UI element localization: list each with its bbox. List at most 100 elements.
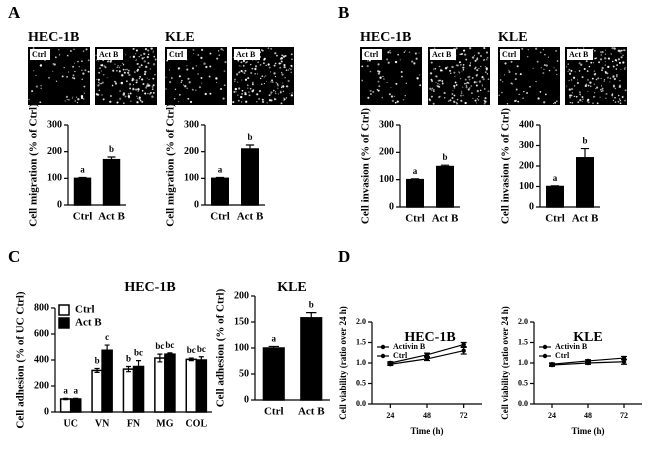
cell-dot <box>366 65 369 68</box>
cell-dot <box>177 67 181 70</box>
image-label: Act B <box>432 50 452 59</box>
cell-dot <box>137 88 140 91</box>
cell-dot <box>542 49 545 51</box>
x-tick-label: MG <box>156 418 173 429</box>
cell-dot <box>469 62 472 64</box>
cell-dot <box>131 79 134 82</box>
legend-label: Activin B <box>393 342 426 351</box>
cell-dot <box>280 90 282 92</box>
cell-dot <box>277 93 279 95</box>
cell-dot <box>578 62 581 65</box>
cell-dot <box>434 47 436 49</box>
cell-dot <box>610 53 612 55</box>
cell-dot <box>498 94 500 97</box>
chart-title: HEC-1B <box>404 330 455 345</box>
cell-dot <box>453 100 456 103</box>
cell-dot <box>251 83 254 86</box>
cell-dot <box>104 66 107 69</box>
cell-dot <box>238 65 241 67</box>
cell-dot <box>71 97 73 99</box>
cell-dot <box>553 103 555 105</box>
cell-dot <box>117 64 119 67</box>
cell-dot <box>518 93 520 95</box>
cell-dot <box>98 71 101 74</box>
cell-dot <box>242 64 245 67</box>
y-tick-label: 0 <box>529 201 534 212</box>
cell-dot <box>430 61 433 64</box>
cell-dot <box>432 88 435 91</box>
cell-dot <box>251 67 254 70</box>
cell-dot <box>127 71 130 74</box>
cell-dot <box>434 68 437 70</box>
cell-dot <box>542 72 545 75</box>
cell-dot <box>32 47 35 50</box>
cell-dot <box>605 97 607 99</box>
cell-dot <box>135 59 137 62</box>
cell-dot <box>247 77 250 80</box>
error-bar <box>73 397 79 401</box>
cell-dot <box>601 89 604 92</box>
legend-label: Ctrl <box>555 351 570 360</box>
y-tick-label: 2.0 <box>518 317 528 326</box>
cell-dot <box>74 62 76 64</box>
cell-dot <box>446 66 449 69</box>
cell-dot <box>548 69 551 72</box>
cell-dot <box>180 81 183 84</box>
cell-dot <box>579 93 581 96</box>
bar <box>241 148 259 206</box>
cell-dot <box>483 102 486 105</box>
cell-dot <box>125 80 128 83</box>
y-tick-label: 0 <box>57 199 62 210</box>
x-tick-label: Act B <box>432 213 459 225</box>
bar <box>406 178 424 208</box>
cell-dot <box>388 93 391 96</box>
cell-dot <box>209 92 212 95</box>
cell-dot <box>515 88 518 91</box>
cell-dot <box>593 83 596 86</box>
bar <box>122 368 135 413</box>
bar <box>73 177 92 206</box>
cell-dot <box>474 99 477 102</box>
cell-dot <box>476 98 479 100</box>
cell-dot <box>481 76 483 78</box>
cell-dot <box>601 66 604 70</box>
cell-dot <box>186 87 189 90</box>
cell-dot <box>132 84 134 86</box>
cell-dot <box>259 64 262 66</box>
cell-dot <box>435 81 437 84</box>
y-tick-label: 100 <box>519 181 534 192</box>
cell-dot <box>527 48 529 51</box>
cell-dot <box>579 99 582 102</box>
bar <box>546 185 564 208</box>
cell-dot <box>287 79 290 83</box>
cell-dot <box>441 80 444 82</box>
cell-dot <box>613 77 616 81</box>
cell-dot <box>147 49 150 52</box>
cell-dot <box>282 55 286 58</box>
cell-dot <box>275 82 277 84</box>
cell-dot <box>431 89 433 91</box>
cell-dot <box>418 52 420 54</box>
cell-dot <box>543 64 546 66</box>
cell-dot <box>53 63 56 66</box>
cell-dot <box>499 79 502 81</box>
cell-dot <box>405 50 407 52</box>
cell-dot <box>576 79 578 81</box>
y-axis-label: Cell adhesion (% of Ctrl) <box>215 288 227 407</box>
x-tick-label: 48 <box>423 411 431 420</box>
cell-dot <box>430 95 433 98</box>
cell-dot <box>139 99 142 102</box>
cell-dot <box>379 76 382 79</box>
cell-dot <box>68 98 70 101</box>
cell-dot <box>166 59 169 62</box>
cell-dot <box>68 71 70 73</box>
cell-dot <box>622 54 624 57</box>
cell-dot <box>129 92 132 95</box>
cell-dot <box>35 74 37 76</box>
cell-dot <box>144 48 148 51</box>
cell-dot <box>260 49 263 51</box>
image-label: Act B <box>569 50 589 59</box>
cell-dot <box>465 58 468 61</box>
cell-dot <box>118 66 121 69</box>
cell-dot <box>262 62 265 65</box>
